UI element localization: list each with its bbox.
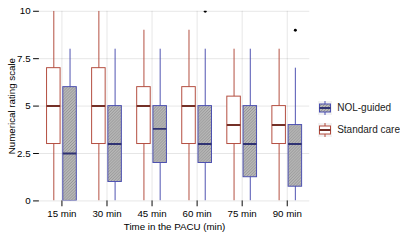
svg-text:10: 10 — [20, 6, 31, 17]
html-text:Standard care: Standard care — [337, 124, 400, 135]
svg-text:2.5: 2.5 — [17, 148, 31, 159]
svg-text:15 min: 15 min — [47, 208, 76, 219]
svg-text:30 min: 30 min — [92, 208, 121, 219]
svg-text:7.5: 7.5 — [17, 53, 31, 64]
svg-text:Time in the PACU (min): Time in the PACU (min) — [124, 221, 226, 232]
svg-text:5: 5 — [25, 100, 30, 111]
svg-text:90 min: 90 min — [273, 208, 302, 219]
svg-text:0: 0 — [25, 195, 31, 206]
svg-text:60 min: 60 min — [183, 208, 212, 219]
svg-text:45 min: 45 min — [137, 208, 166, 219]
html-text:NOL-guided: NOL-guided — [337, 102, 392, 113]
svg-text:75 min: 75 min — [228, 208, 257, 219]
svg-text:Numerical rating scale: Numerical rating scale — [6, 58, 17, 154]
